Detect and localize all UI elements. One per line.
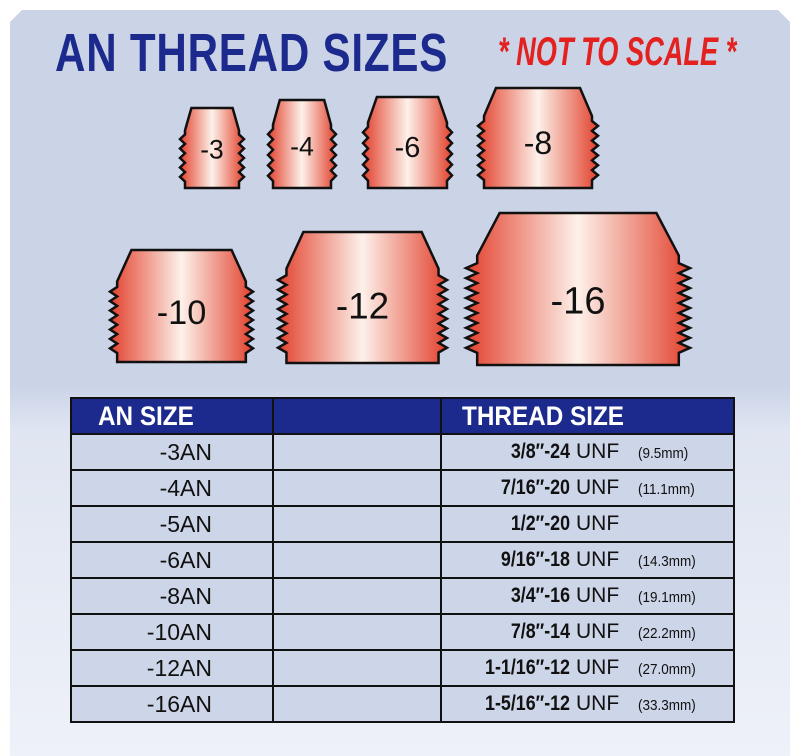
header-an-size: AN SIZE bbox=[70, 397, 274, 435]
an-size-cell: -10AN bbox=[70, 613, 274, 651]
thread-unit: UNF bbox=[576, 656, 620, 679]
table-row: -10AN 7/8″-14 UNF (22.2mm) bbox=[70, 613, 735, 651]
thread-unit: UNF bbox=[576, 512, 620, 535]
an-size-cell: -4AN bbox=[70, 469, 274, 507]
an-size-cell: -16AN bbox=[70, 685, 274, 723]
an-size-cell: -6AN bbox=[70, 541, 274, 579]
thread-spec: 7/8″-14 bbox=[510, 620, 570, 643]
thread-size-cell: 3/4″-16 UNF (19.1mm) bbox=[440, 577, 735, 615]
fitting-label: -3 bbox=[200, 135, 223, 165]
thread-mm: (11.1mm) bbox=[638, 481, 695, 498]
header-blank bbox=[272, 397, 442, 435]
thread-unit: UNF bbox=[576, 692, 620, 715]
fitting-shape bbox=[178, 106, 246, 190]
fitting-shape bbox=[107, 248, 256, 364]
thread-spec: 9/16″-18 bbox=[500, 548, 570, 571]
thread-unit: UNF bbox=[576, 584, 620, 607]
an-size-cell: -5AN bbox=[70, 505, 274, 543]
fittings-diagram: -3 -4 -6 -8 -10 -12 -16 bbox=[107, 86, 694, 367]
fitting-shape bbox=[361, 95, 454, 190]
blank-cell bbox=[272, 613, 442, 651]
blank-cell bbox=[272, 577, 442, 615]
thread-spec: 1/2″-20 bbox=[510, 512, 570, 535]
thread-spec: 3/8″-24 bbox=[510, 440, 570, 463]
table-row: -4AN 7/16″-20 UNF (11.1mm) bbox=[70, 469, 735, 507]
table-row: -3AN 3/8″-24 UNF (9.5mm) bbox=[70, 433, 735, 471]
fitting-shape bbox=[476, 86, 600, 190]
an-size-cell: -12AN bbox=[70, 649, 274, 687]
not-to-scale-note: * NOT TO SCALE * bbox=[498, 30, 737, 74]
thread-size-table: AN SIZE THREAD SIZE -3AN 3/8″-24 UNF (9.5m… bbox=[70, 397, 735, 723]
table-row: -8AN 3/4″-16 UNF (19.1mm) bbox=[70, 577, 735, 615]
thread-size-cell: 3/8″-24 UNF (9.5mm) bbox=[440, 433, 735, 471]
table-header-row: AN SIZE THREAD SIZE bbox=[70, 397, 735, 435]
blank-cell bbox=[272, 433, 442, 471]
thread-unit: UNF bbox=[576, 620, 620, 643]
thread-mm: (22.2mm) bbox=[638, 625, 696, 642]
thread-mm: (27.0mm) bbox=[638, 661, 696, 678]
thread-unit: UNF bbox=[576, 548, 620, 571]
thread-unit: UNF bbox=[576, 440, 620, 463]
table-row: -12AN 1-1/16″-12 UNF (27.0mm) bbox=[70, 649, 735, 687]
fitting-label: -8 bbox=[524, 125, 552, 161]
thread-unit: UNF bbox=[576, 476, 620, 499]
blank-cell bbox=[272, 685, 442, 723]
table-row: -16AN 1-5/16″-12 UNF (33.3mm) bbox=[70, 685, 735, 723]
thread-size-cell: 1-5/16″-12 UNF (33.3mm) bbox=[440, 685, 735, 723]
an-size-cell: -8AN bbox=[70, 577, 274, 615]
thread-size-cell: 1/2″-20 UNF bbox=[440, 505, 735, 543]
thread-size-cell: 9/16″-18 UNF (14.3mm) bbox=[440, 541, 735, 579]
fitting-label: -4 bbox=[290, 131, 314, 161]
fitting-label: -12 bbox=[336, 285, 389, 326]
blank-cell bbox=[272, 469, 442, 507]
table-row: -6AN 9/16″-18 UNF (14.3mm) bbox=[70, 541, 735, 579]
thread-size-cell: 1-1/16″-12 UNF (27.0mm) bbox=[440, 649, 735, 687]
blank-cell bbox=[272, 541, 442, 579]
thread-mm: (9.5mm) bbox=[638, 445, 689, 462]
fitting-label: -10 bbox=[157, 294, 207, 332]
table-row: -5AN 1/2″-20 UNF bbox=[70, 505, 735, 543]
fitting-shape bbox=[275, 230, 450, 365]
thread-size-cell: 7/8″-14 UNF (22.2mm) bbox=[440, 613, 735, 651]
header-thread-size: THREAD SIZE bbox=[440, 397, 735, 435]
thread-spec: 7/16″-20 bbox=[500, 476, 570, 499]
blank-cell bbox=[272, 649, 442, 687]
thread-mm: (19.1mm) bbox=[638, 589, 696, 606]
thread-mm: (33.3mm) bbox=[638, 697, 696, 714]
fitting-shape bbox=[462, 211, 694, 367]
an-size-cell: -3AN bbox=[70, 433, 274, 471]
thread-spec: 1-5/16″-12 bbox=[485, 692, 570, 715]
fitting-label: -16 bbox=[551, 280, 606, 322]
fitting-label: -6 bbox=[395, 132, 421, 164]
fitting-shape bbox=[266, 98, 338, 190]
thread-size-cell: 7/16″-20 UNF (11.1mm) bbox=[440, 469, 735, 507]
thread-spec: 1-1/16″-12 bbox=[485, 656, 570, 679]
thread-mm: (14.3mm) bbox=[638, 553, 696, 570]
blank-cell bbox=[272, 505, 442, 543]
page-title: AN THREAD SIZES bbox=[55, 23, 449, 83]
thread-spec: 3/4″-16 bbox=[510, 584, 570, 607]
